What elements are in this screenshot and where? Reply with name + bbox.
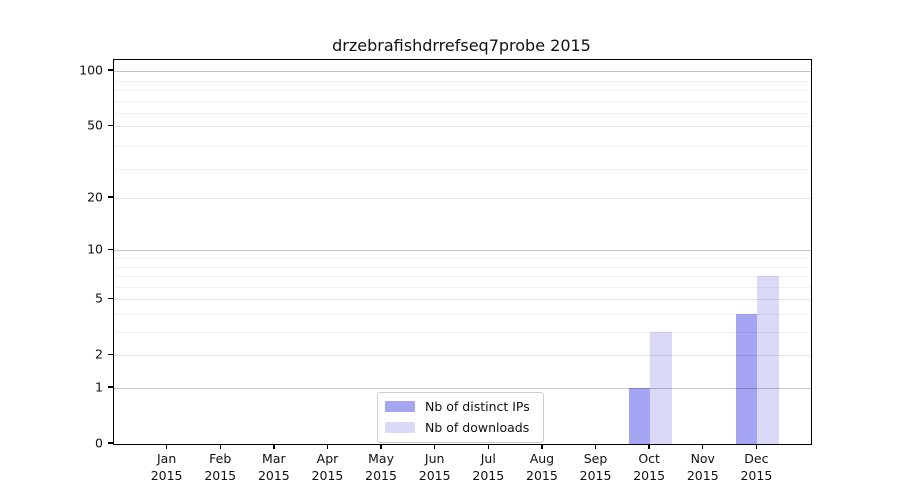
x-tick-mark [273, 444, 275, 450]
x-tick-mark [380, 444, 382, 450]
legend-label-distinct-ips: Nb of distinct IPs [425, 399, 530, 414]
y-tick-label: 10 [87, 241, 103, 257]
legend-entry-distinct-ips: Nb of distinct IPs [385, 396, 535, 417]
y-tick-mark [108, 353, 113, 355]
x-tick-mark [648, 444, 650, 450]
y-tick-label: 0 [95, 435, 103, 451]
gridline [114, 299, 811, 301]
y-tick-mark [108, 297, 113, 299]
gridline [114, 258, 811, 259]
x-tick-mark [487, 444, 489, 450]
x-tick-mark [433, 444, 436, 450]
gridline [114, 90, 811, 92]
x-tick-label-mar: Mar 2015 [257, 451, 290, 483]
bars-layer [114, 60, 811, 444]
y-tick-mark [108, 196, 113, 198]
legend-entry-downloads: Nb of downloads [385, 417, 535, 438]
x-tick-label-feb: Feb 2015 [204, 451, 237, 483]
bar-dec-distinct-ips [735, 314, 758, 444]
x-tick-label-jul: Jul 2015 [472, 451, 505, 483]
gridline [114, 276, 811, 278]
gridline [114, 198, 811, 200]
y-tick-mark [108, 248, 113, 250]
x-tick-label-aug: Aug 2015 [526, 451, 558, 483]
y-tick-label: 50 [87, 117, 103, 133]
bar-oct-downloads [650, 332, 672, 444]
y-tick-label: 100 [79, 62, 103, 78]
x-tick-mark [702, 444, 704, 450]
y-tick-mark [108, 386, 113, 388]
gridline [114, 80, 811, 82]
gridline [114, 146, 811, 148]
x-tick-label-jun: Jun 2015 [418, 451, 451, 483]
y-tick-mark [108, 442, 113, 444]
gridline [114, 113, 811, 115]
legend-swatch-downloads [385, 422, 415, 433]
x-tick-label-apr: Apr 2015 [311, 451, 344, 483]
x-tick-label-nov: Nov 2015 [686, 451, 719, 483]
gridline [114, 100, 811, 102]
y-tick-mark [108, 124, 113, 127]
bar-oct-distinct-ips [628, 388, 651, 444]
y-tick-label: 20 [87, 189, 103, 205]
gridline [114, 286, 811, 288]
x-tick-mark [219, 444, 221, 450]
gridline [114, 250, 811, 252]
gridline [114, 388, 811, 389]
x-tick-label-jan: Jan 2015 [150, 451, 183, 483]
x-tick-label-oct: Oct 2015 [633, 451, 666, 483]
gridlines-layer [114, 60, 811, 444]
x-tick-mark [594, 444, 597, 450]
x-tick-label-dec: Dec 2015 [740, 451, 773, 483]
legend: Nb of distinct IPs Nb of downloads [377, 392, 544, 443]
x-tick-label-sep: Sep 2015 [579, 451, 612, 483]
y-tick-mark [108, 69, 113, 71]
legend-swatch-distinct-ips [385, 401, 415, 412]
gridline [114, 355, 811, 357]
gridline [114, 313, 811, 315]
x-tick-mark [326, 444, 329, 450]
plot-area [113, 59, 812, 445]
gridline [114, 266, 811, 268]
y-tick-label: 2 [95, 346, 103, 362]
bar-dec-downloads [757, 276, 779, 444]
gridline [114, 126, 811, 128]
x-tick-mark [541, 444, 543, 450]
chart-title: drzebrafishdrrefseq7probe 2015 [332, 36, 591, 55]
gridline [114, 332, 811, 334]
gridline [114, 169, 811, 171]
x-tick-mark [755, 444, 758, 450]
gridline [114, 71, 811, 73]
y-tick-label: 1 [95, 379, 103, 395]
x-tick-mark [165, 444, 168, 450]
x-tick-label-may: May 2015 [365, 451, 397, 483]
legend-label-downloads: Nb of downloads [425, 420, 530, 435]
y-tick-label: 5 [95, 290, 103, 306]
